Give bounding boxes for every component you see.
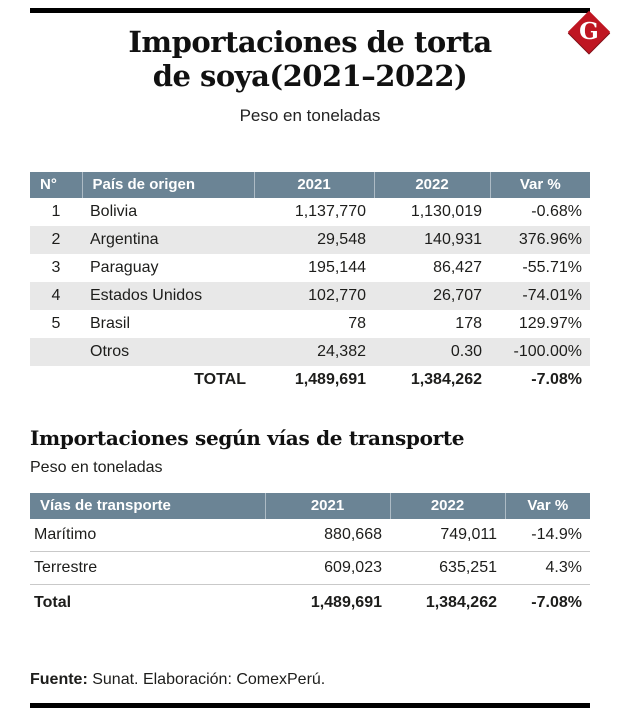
table-cell: 880,668 bbox=[265, 518, 390, 553]
section-title: Importaciones según vías de transporte bbox=[30, 425, 465, 450]
table-cell: -14.9% bbox=[505, 518, 590, 553]
table-cell: 3 bbox=[51, 258, 61, 276]
table-cell: 4 bbox=[30, 281, 82, 310]
table-cell: 78 bbox=[348, 314, 366, 332]
table-cell: Paraguay bbox=[90, 258, 159, 276]
column-header: 2021 bbox=[264, 492, 390, 519]
table-cell: 1,489,691 bbox=[294, 370, 366, 388]
column-header: Var % bbox=[504, 492, 590, 519]
table-cell: 195,144 bbox=[308, 258, 366, 276]
column-header: Vías de transporte bbox=[30, 492, 265, 519]
table-cell: Total bbox=[34, 594, 72, 612]
table-cell: 1,137,770 bbox=[294, 202, 366, 220]
page-title: Importaciones de torta de soya(2021–2022… bbox=[30, 25, 590, 94]
column-header: País de origen bbox=[81, 171, 254, 198]
table-row: 5 Brasil 78 178 129.97% bbox=[30, 310, 590, 338]
imports-by-country-table: N° País de origen 2021 2022 Var % 1 Boli… bbox=[30, 171, 590, 394]
table-cell: Otros bbox=[82, 337, 254, 366]
page-subtitle: Peso en toneladas bbox=[239, 105, 381, 125]
table-cell: 749,011 bbox=[390, 518, 505, 553]
table-cell: 140,931 bbox=[374, 225, 490, 254]
column-header: 2022 bbox=[389, 492, 505, 519]
page-title-line2: de soya(2021–2022) bbox=[152, 58, 468, 93]
table-cell: 26,707 bbox=[374, 281, 490, 310]
table-cell: Estados Unidos bbox=[82, 281, 254, 310]
table-total-row: Total 1,489,691 1,384,262 -7.08% bbox=[30, 585, 590, 621]
table-row: 1 Bolivia 1,137,770 1,130,019 -0.68% bbox=[30, 198, 590, 226]
column-header: 2021 bbox=[253, 171, 374, 198]
table-cell: 5 bbox=[51, 314, 61, 332]
source-text: Sunat. Elaboración: ComexPerú. bbox=[92, 671, 326, 688]
table-cell: 24,382 bbox=[254, 337, 374, 366]
table-header-row: Vías de transporte 2021 2022 Var % bbox=[30, 492, 590, 519]
table-cell: 129.97% bbox=[518, 314, 582, 332]
table-cell bbox=[30, 337, 82, 366]
gestion-logo: G bbox=[567, 10, 611, 54]
top-rule bbox=[30, 8, 590, 13]
table-cell: Brasil bbox=[90, 314, 131, 332]
table-cell: Terrestre bbox=[30, 551, 265, 586]
table-cell: -7.08% bbox=[531, 594, 582, 612]
table-cell: 1,384,262 bbox=[410, 370, 482, 388]
column-header: N° bbox=[30, 171, 82, 198]
table-cell: 635,251 bbox=[390, 551, 505, 586]
table-cell: 4.3% bbox=[505, 551, 590, 586]
table-cell: 2 bbox=[30, 225, 82, 254]
table-cell: -7.08% bbox=[531, 370, 582, 388]
logo-letter: G bbox=[579, 17, 599, 45]
table-cell: 102,770 bbox=[254, 281, 374, 310]
table-cell: 178 bbox=[455, 314, 482, 332]
table-cell: 609,023 bbox=[265, 551, 390, 586]
bottom-rule bbox=[30, 703, 590, 708]
table-header-row: N° País de origen 2021 2022 Var % bbox=[30, 171, 590, 198]
table-cell: 376.96% bbox=[490, 225, 590, 254]
table-row: Marítimo 880,668 749,011 -14.9% bbox=[30, 518, 590, 553]
table-cell: Argentina bbox=[82, 225, 254, 254]
table-cell bbox=[30, 366, 82, 394]
table-cell: -74.01% bbox=[490, 281, 590, 310]
table-cell: -0.68% bbox=[531, 202, 582, 220]
table-row: Terrestre 609,023 635,251 4.3% bbox=[30, 551, 590, 586]
table-cell: 0.30 bbox=[374, 337, 490, 366]
table-row: 3 Paraguay 195,144 86,427 -55.71% bbox=[30, 254, 590, 282]
table-row: 2 Argentina 29,548 140,931 376.96% bbox=[30, 225, 590, 254]
column-header: 2022 bbox=[373, 171, 490, 198]
table-cell: -55.71% bbox=[522, 258, 582, 276]
table-cell: Marítimo bbox=[30, 518, 265, 553]
table-row: 4 Estados Unidos 102,770 26,707 -74.01% bbox=[30, 281, 590, 310]
page-title-line1: Importaciones de torta bbox=[128, 25, 492, 59]
table-row: Otros 24,382 0.30 -100.00% bbox=[30, 337, 590, 366]
source-note: Fuente: Sunat. Elaboración: ComexPerú. bbox=[30, 671, 325, 689]
table-cell: 29,548 bbox=[254, 225, 374, 254]
source-label: Fuente: bbox=[30, 671, 88, 688]
table-cell: 1 bbox=[51, 202, 61, 220]
table-cell: 1,130,019 bbox=[410, 202, 482, 220]
table-cell: -100.00% bbox=[490, 337, 590, 366]
table-cell: TOTAL bbox=[194, 370, 246, 388]
section-subtitle: Peso en toneladas bbox=[30, 458, 163, 476]
table-cell: 86,427 bbox=[433, 258, 482, 276]
table-total-row: TOTAL 1,489,691 1,384,262 -7.08% bbox=[30, 366, 590, 394]
column-header: Var % bbox=[489, 171, 590, 198]
imports-by-transport-table: Vías de transporte 2021 2022 Var % Marít… bbox=[30, 492, 590, 621]
table-cell: Bolivia bbox=[90, 202, 138, 220]
table-cell: 1,489,691 bbox=[310, 594, 382, 612]
table-cell: 1,384,262 bbox=[425, 594, 497, 612]
